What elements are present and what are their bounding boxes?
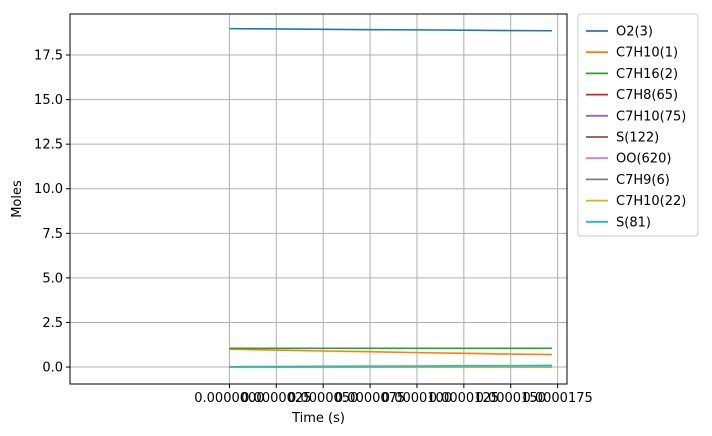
legend-label: O2(3) [616, 25, 653, 40]
y-tick-label: 7.5 [42, 227, 63, 242]
y-tick-label: 12.5 [34, 138, 63, 153]
plot-frame [69, 13, 568, 385]
legend-label: S(81) [616, 215, 651, 230]
x-tick-label: 0.0000150 [476, 391, 546, 406]
y-tick-label: 15.0 [34, 93, 63, 108]
legend-label: C7H9(6) [616, 173, 670, 188]
y-tick-label: 5.0 [42, 271, 63, 286]
series-line-1 [229, 348, 553, 356]
legend-label: S(122) [616, 131, 659, 146]
y-tick-label: 2.5 [42, 316, 63, 331]
x-tick-label: 0.0000050 [288, 391, 358, 406]
legend: O2(3) C7H10(1) C7H16(2) C7H8(65) C7H10(75) S(… [577, 13, 699, 237]
series-line-0 [229, 27, 553, 32]
x-axis-label: Time (s) [291, 411, 345, 426]
legend-label: C7H16(2) [616, 67, 678, 82]
x-tick-label: 0.0000100 [382, 391, 452, 406]
legend-box [577, 13, 699, 237]
legend-label: C7H10(22) [616, 194, 686, 209]
x-tick-label: 0.0000075 [335, 391, 405, 406]
y-tick-label: 10.0 [34, 182, 63, 197]
ticks-layer: 0.00000000.00000250.00000500.00000750.00… [34, 49, 593, 406]
x-tick-label: 0.0000125 [429, 391, 499, 406]
x-tick-label: 0.0000000 [194, 391, 264, 406]
legend-label: C7H8(65) [616, 88, 678, 103]
y-tick-label: 0.0 [42, 361, 63, 376]
y-tick-label: 17.5 [34, 49, 63, 64]
legend-label: C7H10(1) [616, 46, 678, 61]
series-layer [229, 27, 553, 368]
x-tick-label: 0.0000175 [522, 391, 592, 406]
legend-label: C7H10(75) [616, 109, 686, 124]
legend-items: O2(3) C7H10(1) C7H16(2) C7H8(65) C7H10(75) S(… [586, 25, 686, 230]
y-axis-label: Moles [10, 180, 25, 218]
series-line-9 [229, 364, 553, 368]
legend-label: OO(620) [616, 152, 671, 167]
grid-layer [70, 14, 567, 384]
x-tick-label: 0.0000025 [241, 391, 311, 406]
